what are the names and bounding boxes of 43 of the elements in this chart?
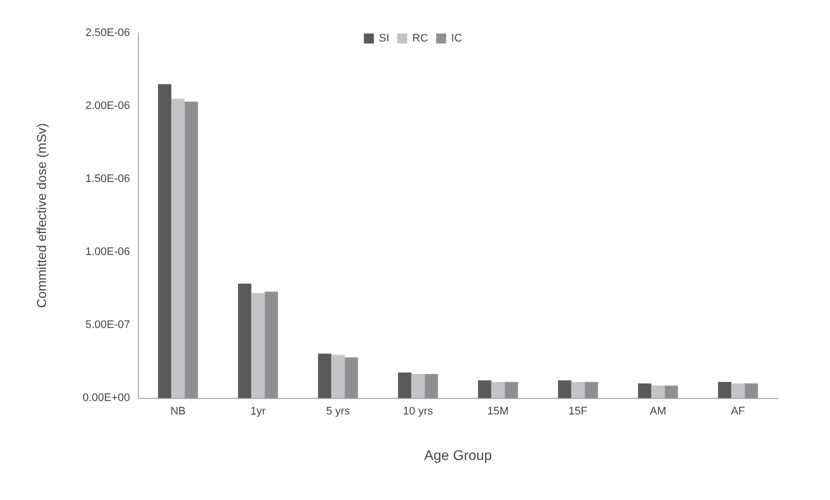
bar [318,354,332,398]
legend-label: SI [378,32,390,44]
x-tick-label: 15M [487,406,509,418]
bar [571,382,585,398]
bar [171,98,185,398]
bar [731,383,745,398]
bar [491,382,505,398]
bar [238,284,252,398]
y-tick-label: 2.00E-06 [85,100,130,112]
bar [158,84,172,398]
x-tick-label: AF [730,406,746,418]
y-tick-label: 5.00E-07 [85,319,130,331]
y-tick-label: 1.00E-06 [85,246,130,258]
x-tick-label: 5 yrs [326,406,350,418]
bar [744,383,758,398]
bar [718,382,732,398]
x-tick-label: 15F [568,406,588,418]
bar [558,380,572,398]
bar [504,382,518,398]
x-tick-label: AM [650,406,666,418]
bar [411,374,425,398]
bar [478,380,492,398]
x-tick-label: NB [170,406,186,418]
legend-label: RC [412,32,428,44]
legend-label: IC [451,32,462,44]
x-tick-label: 1yr [250,406,266,418]
bar [424,374,438,398]
bar [344,357,358,398]
bar [651,386,665,398]
y-tick-label: 2.50E-06 [85,27,130,39]
y-axis-title: Committed effective dose (mSv) [34,123,49,308]
bar [331,354,345,398]
bar [664,386,678,398]
bar [184,102,198,398]
bar [638,383,652,398]
x-tick-label: 10 yrs [403,406,434,418]
bar [264,292,278,398]
y-tick-label: 0.00E+00 [82,392,130,404]
y-tick-label: 1.50E-06 [85,173,130,185]
bar [251,293,265,398]
bar [584,382,598,398]
bar [398,372,412,398]
x-axis-title: Age Group [424,447,492,463]
